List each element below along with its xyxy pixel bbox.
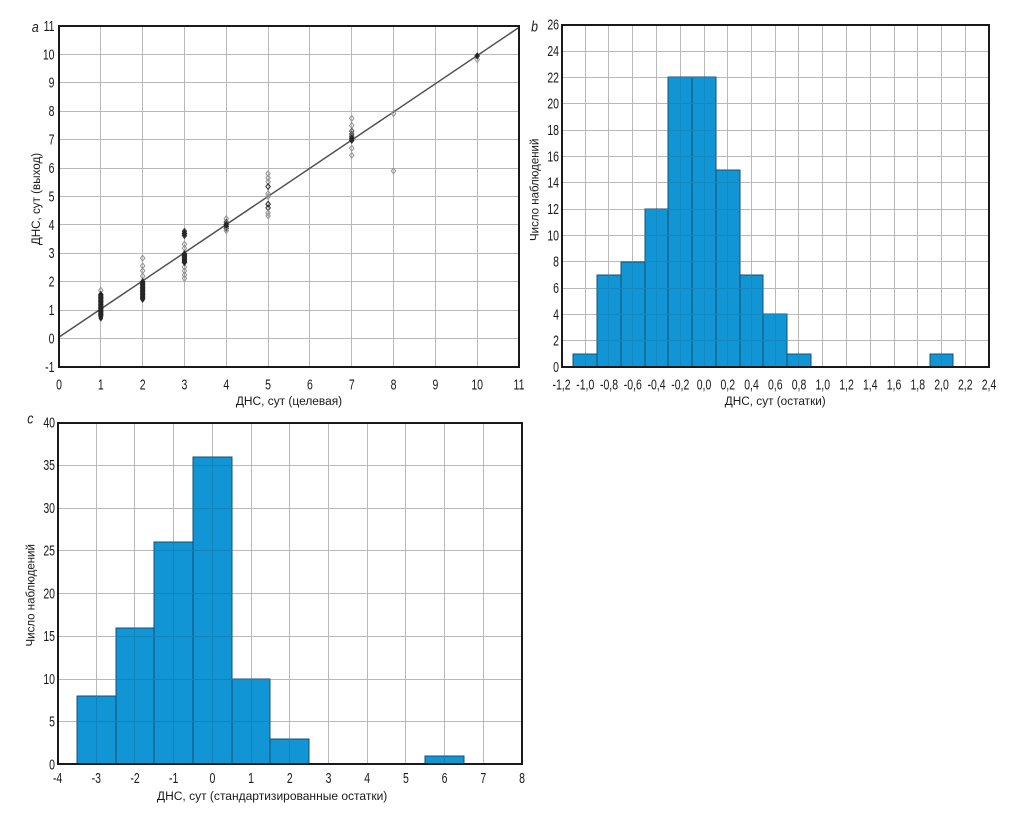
svg-text:22: 22	[547, 68, 559, 85]
svg-text:10: 10	[43, 45, 55, 62]
svg-text:14: 14	[547, 174, 559, 191]
svg-text:-0,2: -0,2	[671, 375, 689, 392]
svg-text:10: 10	[43, 670, 55, 687]
svg-text:1: 1	[98, 375, 104, 392]
svg-text:2,4: 2,4	[982, 375, 997, 392]
svg-text:8: 8	[49, 102, 55, 119]
svg-text:0: 0	[49, 755, 55, 772]
svg-text:0,2: 0,2	[720, 375, 735, 392]
svg-text:-0,4: -0,4	[647, 375, 665, 392]
svg-text:2: 2	[553, 332, 559, 349]
svg-text:c: c	[27, 411, 33, 427]
svg-text:-3: -3	[92, 769, 101, 786]
svg-text:1,6: 1,6	[887, 375, 902, 392]
svg-text:6: 6	[442, 769, 448, 786]
svg-text:1,2: 1,2	[839, 375, 854, 392]
svg-text:2,2: 2,2	[958, 375, 973, 392]
svg-text:10: 10	[471, 375, 483, 392]
svg-text:4: 4	[49, 216, 55, 233]
svg-text:1,8: 1,8	[910, 375, 925, 392]
svg-text:7: 7	[480, 769, 486, 786]
svg-text:2: 2	[287, 769, 293, 786]
svg-text:Число наблюдений: Число наблюдений	[23, 544, 37, 646]
svg-text:0,8: 0,8	[792, 375, 807, 392]
svg-text:0: 0	[209, 769, 215, 786]
svg-text:5: 5	[403, 769, 409, 786]
svg-text:6: 6	[49, 159, 55, 176]
svg-text:-1,2: -1,2	[552, 375, 570, 392]
svg-text:1,0: 1,0	[815, 375, 830, 392]
svg-text:10: 10	[547, 226, 559, 243]
svg-text:-1: -1	[169, 769, 178, 786]
svg-text:5: 5	[49, 713, 55, 730]
svg-text:a: a	[32, 19, 39, 35]
svg-text:26: 26	[547, 16, 559, 33]
svg-text:25: 25	[43, 542, 55, 559]
svg-text:15: 15	[43, 627, 55, 644]
svg-text:24: 24	[547, 42, 559, 59]
svg-text:18: 18	[547, 121, 559, 138]
svg-text:0: 0	[56, 375, 62, 392]
svg-text:2: 2	[140, 375, 146, 392]
svg-text:0: 0	[49, 330, 55, 347]
svg-text:8: 8	[391, 375, 397, 392]
svg-text:1: 1	[248, 769, 254, 786]
svg-text:0,0: 0,0	[697, 375, 712, 392]
svg-text:1: 1	[49, 301, 55, 318]
svg-text:20: 20	[43, 585, 55, 602]
svg-text:0,4: 0,4	[744, 375, 759, 392]
svg-text:30: 30	[43, 499, 55, 516]
svg-text:5: 5	[265, 375, 271, 392]
svg-text:4: 4	[364, 769, 370, 786]
svg-text:6: 6	[307, 375, 313, 392]
svg-text:-2: -2	[130, 769, 139, 786]
svg-text:20: 20	[547, 95, 559, 112]
svg-text:16: 16	[547, 147, 559, 164]
svg-text:5: 5	[49, 187, 55, 204]
svg-text:2,0: 2,0	[934, 375, 949, 392]
svg-text:3: 3	[182, 375, 188, 392]
svg-text:11: 11	[514, 375, 525, 392]
svg-text:4: 4	[553, 305, 559, 322]
svg-text:2: 2	[49, 273, 55, 290]
svg-text:11: 11	[44, 17, 55, 34]
svg-text:-0,8: -0,8	[600, 375, 618, 392]
svg-text:9: 9	[432, 375, 438, 392]
svg-text:ДНС, сут (остатки): ДНС, сут (остатки)	[725, 394, 826, 408]
svg-text:-0,6: -0,6	[624, 375, 642, 392]
svg-text:4: 4	[223, 375, 229, 392]
svg-text:9: 9	[49, 74, 55, 91]
svg-text:6: 6	[553, 279, 559, 296]
svg-text:40: 40	[43, 414, 55, 431]
svg-text:-1,0: -1,0	[576, 375, 594, 392]
svg-text:8: 8	[519, 769, 525, 786]
svg-text:1,4: 1,4	[863, 375, 878, 392]
svg-text:-1: -1	[45, 358, 54, 375]
svg-text:-4: -4	[53, 769, 62, 786]
svg-text:ДНС, сут (выход): ДНС, сут (выход)	[29, 153, 43, 245]
svg-text:3: 3	[49, 244, 55, 261]
svg-text:ДНС, сут (целевая): ДНС, сут (целевая)	[236, 394, 342, 408]
svg-text:8: 8	[553, 253, 559, 270]
svg-text:b: b	[531, 18, 538, 34]
svg-text:Число наблюдений: Число наблюдений	[527, 139, 541, 241]
svg-text:3: 3	[326, 769, 332, 786]
svg-text:ДНС, сут (стандартизированные: ДНС, сут (стандартизированные остатки)	[157, 789, 387, 803]
svg-text:12: 12	[547, 200, 559, 217]
svg-text:0,6: 0,6	[768, 375, 783, 392]
svg-text:7: 7	[349, 375, 355, 392]
svg-text:35: 35	[43, 456, 55, 473]
svg-text:7: 7	[49, 131, 55, 148]
svg-text:0: 0	[553, 358, 559, 375]
